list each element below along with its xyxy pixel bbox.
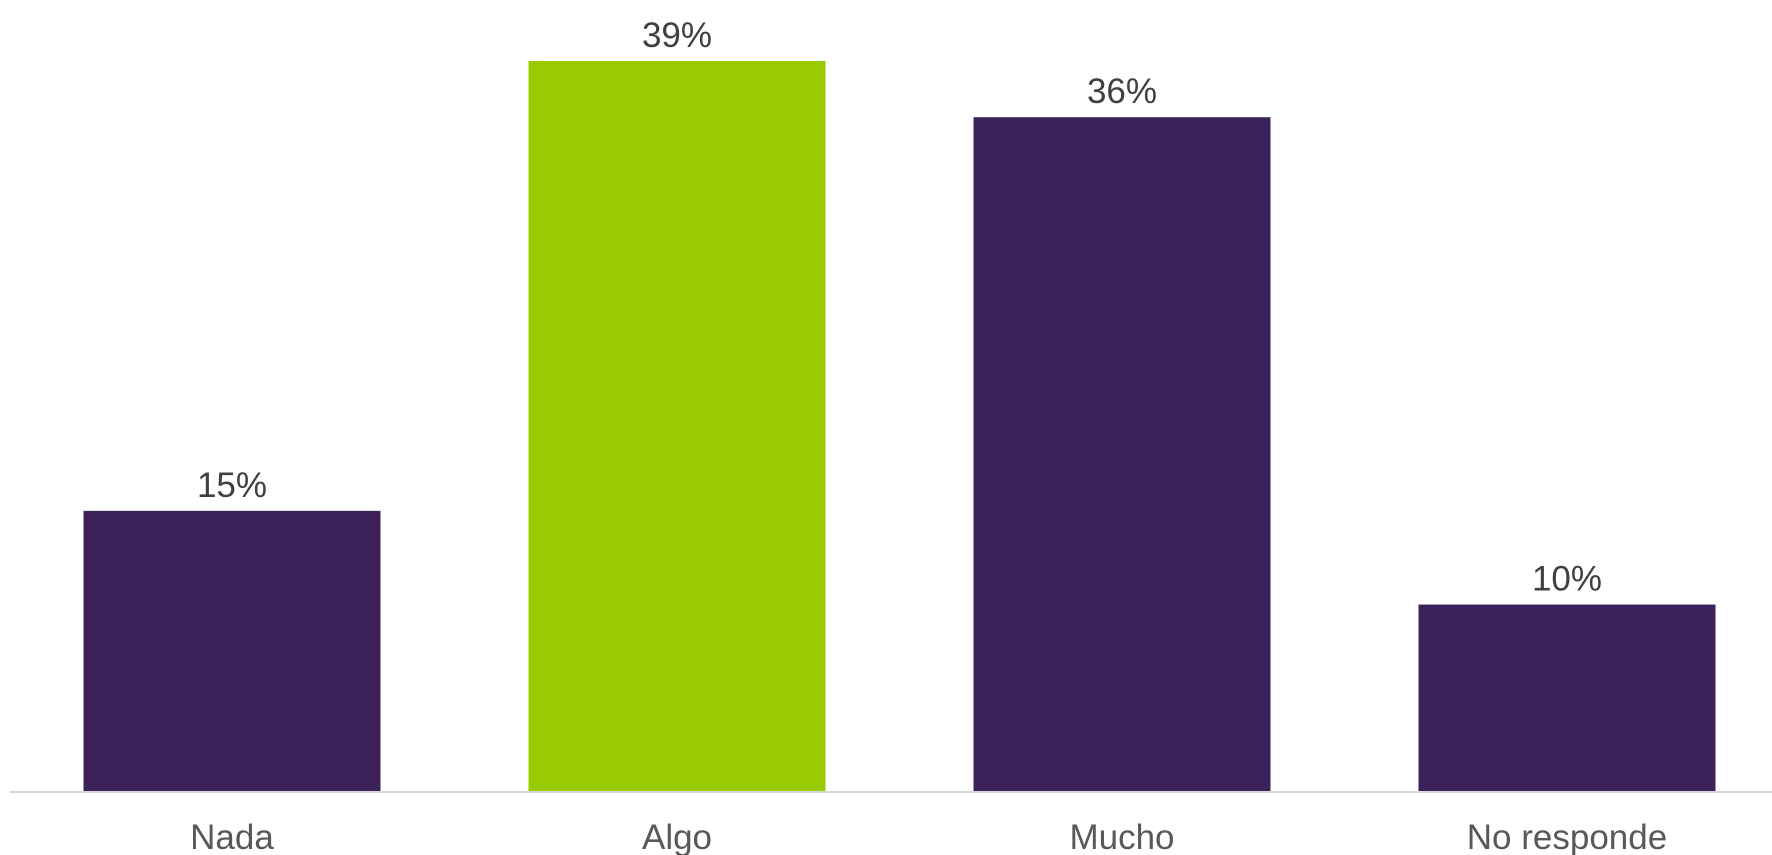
data-label-mucho: 36% xyxy=(1087,72,1157,111)
bar-mucho xyxy=(973,117,1271,792)
data-label-no-responde: 10% xyxy=(1532,560,1602,599)
x-axis-tick-labels: Nada Algo Mucho No responde xyxy=(190,818,1667,855)
x-tick-label-algo: Algo xyxy=(642,818,712,855)
bars-group xyxy=(83,61,1716,792)
x-tick-label-no-responde: No responde xyxy=(1467,818,1667,855)
x-tick-label-mucho: Mucho xyxy=(1069,818,1174,855)
bar-algo xyxy=(528,61,826,792)
x-tick-label-nada: Nada xyxy=(190,818,274,855)
data-label-algo: 39% xyxy=(642,16,712,55)
bar-no-responde xyxy=(1418,604,1716,792)
data-label-nada: 15% xyxy=(197,466,267,505)
data-labels-group: 15% 39% 36% 10% xyxy=(197,16,1602,599)
bar-nada xyxy=(83,510,381,792)
